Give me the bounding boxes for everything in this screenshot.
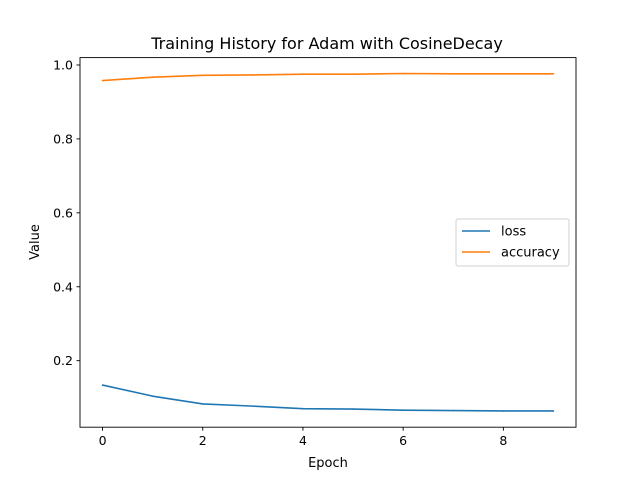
y-axis-label: Value bbox=[28, 224, 43, 260]
series-line-accuracy bbox=[102, 72, 554, 82]
legend-label-accuracy: accuracy bbox=[501, 246, 560, 261]
legend-label-loss: loss bbox=[501, 225, 526, 240]
data-point-accuracy bbox=[151, 76, 154, 78]
legend: loss accuracy bbox=[455, 218, 570, 267]
x-tick-label: 8 bbox=[499, 433, 507, 448]
y-tick-label: 0.2 bbox=[53, 353, 73, 368]
data-point-loss bbox=[402, 409, 404, 412]
y-tick-label: 0.4 bbox=[53, 279, 73, 294]
data-point-accuracy bbox=[552, 73, 555, 75]
x-tick-label: 2 bbox=[199, 433, 207, 448]
x-axis-label: Epoch bbox=[308, 456, 348, 471]
series-layer bbox=[101, 72, 555, 412]
ticks-layer: 0 2 4 6 8 0.2 0.4 0.6 0.8 1.0 bbox=[53, 57, 507, 448]
data-point-accuracy bbox=[252, 74, 254, 76]
series-line-loss bbox=[102, 384, 554, 412]
data-point-loss bbox=[502, 410, 505, 412]
y-tick-label: 0.6 bbox=[53, 205, 73, 220]
data-point-loss bbox=[452, 409, 455, 412]
data-point-loss bbox=[101, 384, 104, 386]
data-point-accuracy bbox=[452, 73, 455, 75]
y-tick-label: 1.0 bbox=[53, 57, 73, 72]
x-tick-label: 0 bbox=[99, 433, 107, 448]
data-point-accuracy bbox=[201, 74, 204, 77]
data-point-loss bbox=[352, 408, 354, 410]
data-point-loss bbox=[252, 405, 254, 407]
x-tick-label: 4 bbox=[299, 433, 307, 448]
data-point-loss bbox=[552, 410, 555, 412]
data-point-accuracy bbox=[502, 73, 505, 75]
data-point-loss bbox=[201, 403, 204, 405]
data-point-accuracy bbox=[402, 72, 404, 75]
data-point-loss bbox=[302, 407, 304, 410]
data-point-accuracy bbox=[101, 79, 104, 82]
data-point-accuracy bbox=[352, 73, 354, 76]
x-tick-label: 6 bbox=[399, 433, 407, 448]
data-point-loss bbox=[151, 395, 154, 397]
plot-frame bbox=[79, 57, 577, 428]
y-tick-label: 0.8 bbox=[53, 131, 73, 146]
data-point-accuracy bbox=[302, 73, 304, 76]
chart-title: Training History for Adam with CosineDec… bbox=[150, 34, 503, 53]
